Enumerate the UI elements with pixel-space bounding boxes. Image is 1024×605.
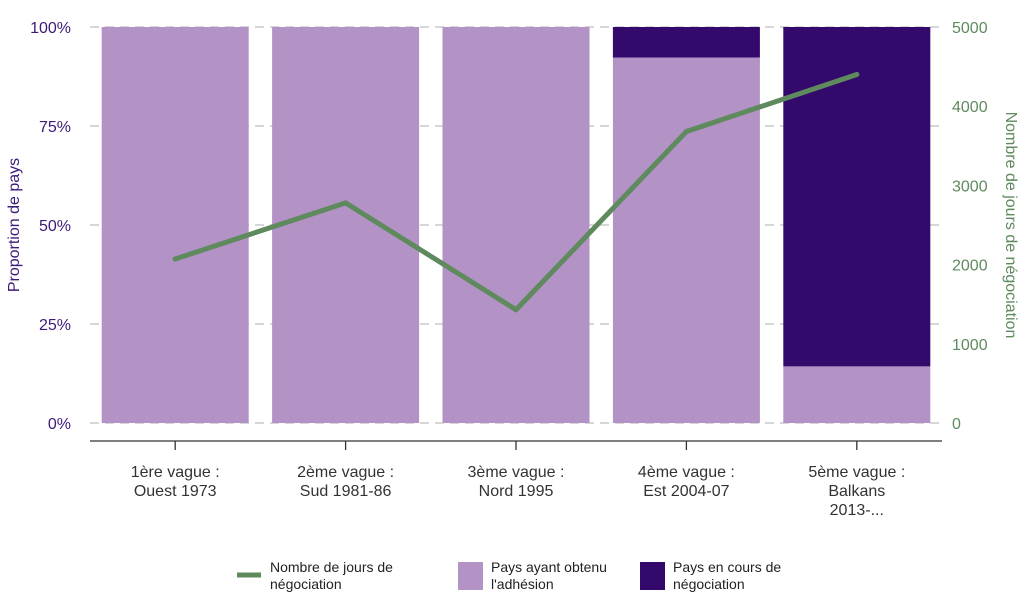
- x-tick-label: 1ère vague : Ouest 1973: [131, 464, 220, 500]
- line-point: [513, 307, 519, 313]
- x-tick-label: 4ème vague : Est 2004-07: [638, 464, 735, 500]
- y-right-tick-label: 3000: [952, 178, 988, 195]
- legend-swatch: [640, 562, 665, 590]
- y-left-tick-label: 75%: [39, 119, 71, 136]
- legend-label: Pays ayant obtenu l'adhésion: [491, 559, 607, 592]
- line-point: [683, 129, 689, 135]
- x-tick-label: 5ème vague : Balkans 2013-...: [808, 464, 905, 519]
- line-point: [343, 200, 349, 206]
- line-point: [854, 72, 860, 78]
- x-tick-label: 3ème vague : Nord 1995: [468, 464, 565, 500]
- bar-segment: [101, 27, 249, 423]
- bar-segment: [442, 27, 590, 423]
- y-left-tick-label: 0%: [48, 416, 71, 433]
- bar-segment: [272, 27, 420, 423]
- y-right-tick-label: 5000: [952, 20, 988, 37]
- bar-segment: [612, 27, 760, 58]
- y-right-axis-title: Nombre de jours de négociation: [1002, 112, 1019, 339]
- y-left-tick-label: 100%: [30, 20, 71, 37]
- line-point: [172, 256, 178, 262]
- y-right-tick-label: 0: [952, 416, 961, 433]
- bar-segment: [612, 57, 760, 423]
- legend-label: Nombre de jours de négociation: [270, 559, 393, 592]
- y-right-tick-label: 4000: [952, 99, 988, 116]
- bar-segment: [783, 366, 931, 423]
- bar-segment: [783, 27, 931, 367]
- x-tick-label: 2ème vague : Sud 1981-86: [297, 464, 394, 500]
- y-left-tick-label: 25%: [39, 317, 71, 334]
- legend-swatch: [458, 562, 483, 590]
- y-right-tick-label: 2000: [952, 258, 988, 275]
- y-right-tick-label: 1000: [952, 337, 988, 354]
- legend-label: Pays en cours de négociation: [673, 559, 781, 592]
- y-left-tick-label: 50%: [39, 218, 71, 235]
- y-left-axis-title: Proportion de pays: [6, 158, 23, 292]
